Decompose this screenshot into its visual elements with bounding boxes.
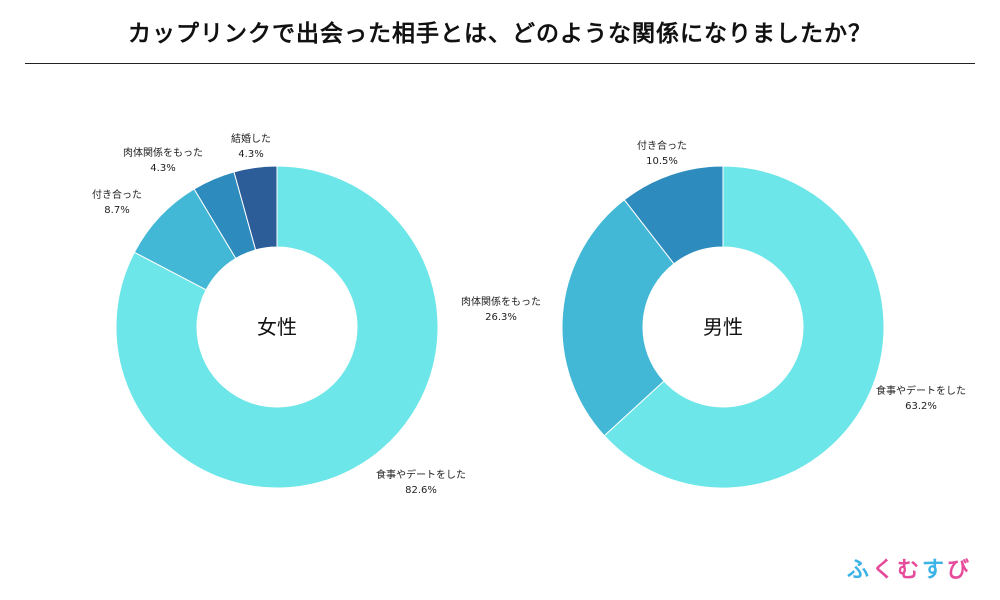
slice-value-label: 63.2% <box>905 401 937 412</box>
donut-chart-male: 食事やデートをした 63.2% 肉体関係をもった 26.3% 付き合った 10.5% 男性 <box>461 139 966 489</box>
slice-label: 食事やデートをした <box>376 468 466 481</box>
brand-char: む <box>896 558 922 583</box>
brand-char: び <box>946 558 972 583</box>
slice-value-label: 10.5% <box>646 156 678 167</box>
brand-char: す <box>921 558 947 583</box>
donut-slice <box>233 165 278 251</box>
brand-char: く <box>871 558 897 583</box>
donut-chart-female: 食事やデートをした 82.6% 付き合った 8.7% 肉体関係をもった 4.3% 結婚した 4… <box>92 132 466 496</box>
donut-slice <box>561 199 675 437</box>
slice-label: 付き合った <box>637 139 687 152</box>
title-divider <box>25 63 975 64</box>
donut-slice <box>115 165 439 489</box>
slice-label: 付き合った <box>92 188 142 201</box>
slice-value-label: 4.3% <box>238 149 263 160</box>
donut-center-title: 男性 <box>703 315 743 339</box>
slice-label: 食事やデートをした <box>876 384 966 397</box>
slice-label: 肉体関係をもった <box>123 146 203 159</box>
slice-label: 結婚した <box>231 132 271 145</box>
brand-char: ふ <box>846 558 872 583</box>
slice-value-label: 8.7% <box>104 205 129 216</box>
slice-value-label: 82.6% <box>405 485 437 496</box>
donut-slice <box>623 165 724 265</box>
donut-slice <box>603 165 885 489</box>
slice-value-label: 4.3% <box>150 163 175 174</box>
slice-label: 肉体関係をもった <box>461 295 541 308</box>
brand-logo: ふくむすび <box>847 552 972 584</box>
donut-center-title: 女性 <box>257 315 297 339</box>
slice-value-label: 26.3% <box>485 312 517 323</box>
chart-title: カップリンクで出会った相手とは、どのような関係になりましたか？ <box>128 21 872 47</box>
